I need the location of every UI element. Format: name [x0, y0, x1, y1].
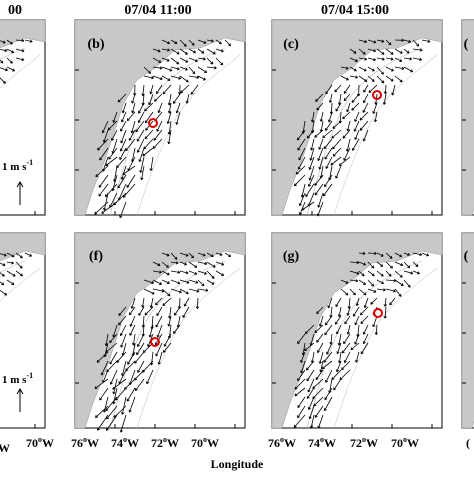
tick-hem: W [0, 441, 10, 455]
panel-title: 07/04 11:00 [124, 3, 191, 18]
tick-hem: W [324, 436, 336, 450]
x-axis-label: Longitude [211, 457, 264, 471]
tick-number: 70 [26, 436, 38, 450]
tick-number: 70 [191, 436, 203, 450]
panel-label: ( [464, 249, 469, 264]
tick-hem: W [127, 436, 139, 450]
tick-hem: W [407, 436, 419, 450]
scale-sup: -1 [26, 158, 33, 167]
scale-sup: -1 [26, 371, 33, 380]
x-tick-label: 74oW [308, 435, 336, 450]
panel-title: 07/04 15:00 [321, 3, 389, 18]
panel-title: 00 [8, 3, 22, 18]
x-tick-label: 70oW [391, 435, 419, 450]
tick-number: 74 [308, 436, 320, 450]
map-panel [0, 233, 45, 430]
x-tick-label: 70oW [191, 435, 219, 450]
tick-number: 74 [111, 436, 123, 450]
scale-text: 1 m s [2, 374, 27, 386]
x-tick-label: 76oW [268, 435, 296, 450]
map-panel [0, 20, 45, 218]
x-tick-label: 76oW [71, 435, 99, 450]
panel-label: (b) [87, 37, 104, 52]
tick-number: 72 [151, 436, 163, 450]
scale-text: 1 m s [2, 161, 27, 173]
x-tick-label: W [0, 441, 10, 455]
x-tick-label: 70oW [26, 435, 54, 450]
x-tick-label: 74oW [111, 435, 139, 450]
panel-label: ( [464, 37, 469, 52]
tick-hem: W [207, 436, 219, 450]
panel-label: (g) [283, 249, 300, 264]
panel-label: (c) [283, 37, 299, 52]
tick-hem: W [284, 436, 296, 450]
tick-hem: W [87, 436, 99, 450]
tick-hem: W [42, 436, 54, 450]
x-tick-label: 72oW [151, 435, 179, 450]
tick-number: ( [466, 436, 470, 450]
tick-hem: W [167, 436, 179, 450]
panels [0, 20, 474, 432]
panel-label: (f) [89, 249, 103, 264]
tick-number: 70 [391, 436, 403, 450]
x-tick-label: ( [466, 436, 470, 450]
tick-number: 76 [71, 436, 83, 450]
tick-number: 72 [350, 436, 362, 450]
tick-hem: W [366, 436, 378, 450]
tick-number: 76 [268, 436, 280, 450]
x-tick-label: 72oW [350, 435, 378, 450]
